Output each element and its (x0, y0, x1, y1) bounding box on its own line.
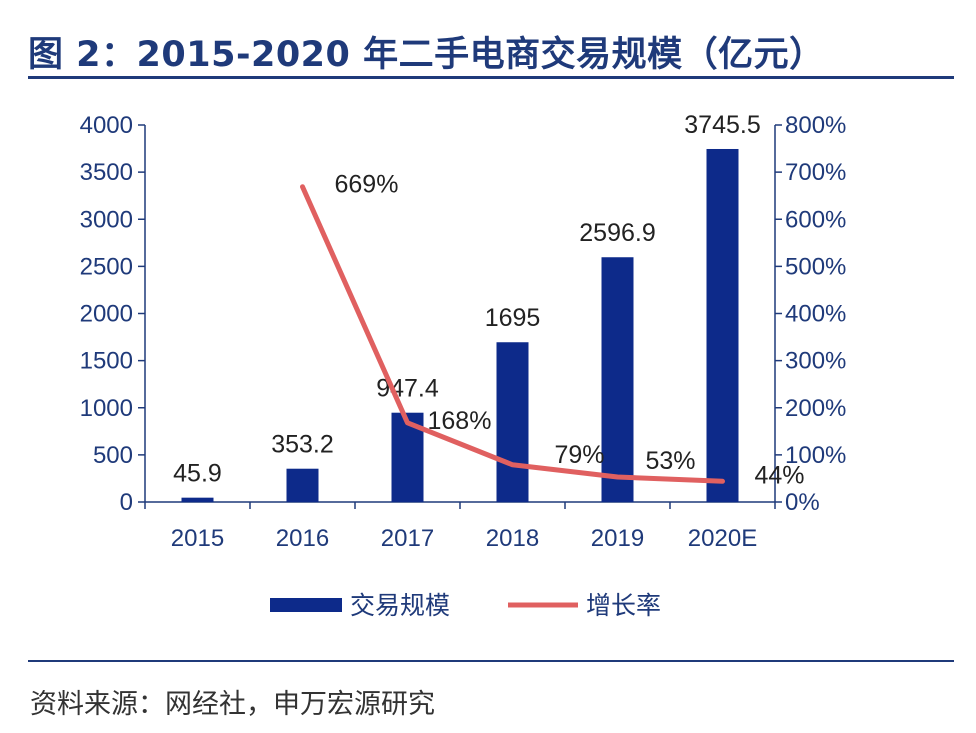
y-right-tick-label: 800% (785, 112, 846, 139)
legend-line-label: 增长率 (586, 591, 661, 620)
growth-value-label: 53% (646, 447, 696, 475)
y-left-tick-label: 0 (120, 489, 133, 516)
bar (286, 468, 319, 502)
y-right-tick-label: 400% (785, 301, 846, 328)
bar-value-label: 353.2 (271, 431, 334, 459)
bar-value-label: 45.9 (173, 460, 222, 488)
y-left-tick-label: 1500 (80, 348, 133, 375)
y-right-tick-label: 0% (785, 489, 820, 516)
x-tick-label: 2015 (171, 525, 224, 552)
y-left-tick-label: 4000 (80, 112, 133, 139)
growth-value-label: 44% (755, 461, 805, 489)
y-right-tick-label: 500% (785, 253, 846, 280)
bar (706, 148, 739, 502)
y-left-tick-label: 3000 (80, 206, 133, 233)
growth-line (300, 184, 725, 484)
y-right-tick-label: 100% (785, 442, 846, 469)
y-left-tick-label: 2000 (80, 301, 133, 328)
x-tick-label: 2019 (591, 525, 644, 552)
y-right-tick-label: 300% (785, 348, 846, 375)
source-note: 资料来源：网经社，申万宏源研究 (30, 689, 435, 720)
bar-value-label: 2596.9 (579, 219, 655, 247)
x-tick-label: 2017 (381, 525, 434, 552)
bar (601, 257, 634, 502)
growth-value-label: 669% (335, 171, 399, 199)
title-rule (28, 76, 954, 79)
legend-bar-swatch (270, 598, 342, 612)
growth-value-label: 168% (428, 407, 492, 435)
bar (181, 497, 214, 502)
growth-value-label: 79% (555, 441, 605, 469)
bar-value-label: 1695 (485, 304, 541, 332)
bar-value-label: 3745.5 (684, 111, 760, 139)
bar (496, 342, 529, 502)
y-left-tick-label: 3500 (80, 159, 133, 186)
y-left-tick-label: 1000 (80, 395, 133, 422)
y-left-tick-label: 2500 (80, 253, 133, 280)
y-right-tick-label: 600% (785, 206, 846, 233)
x-tick-label: 2018 (486, 525, 539, 552)
x-tick-label: 2020E (688, 525, 757, 552)
legend-bar-label: 交易规模 (350, 591, 450, 620)
source-rule (28, 660, 954, 662)
chart-title: 图 2：2015-2020 年二手电商交易规模（亿元） (28, 35, 825, 75)
y-right-tick-label: 700% (785, 159, 846, 186)
x-tick-label: 2016 (276, 525, 329, 552)
y-right-tick-label: 200% (785, 395, 846, 422)
y-left-tick-label: 500 (93, 442, 133, 469)
